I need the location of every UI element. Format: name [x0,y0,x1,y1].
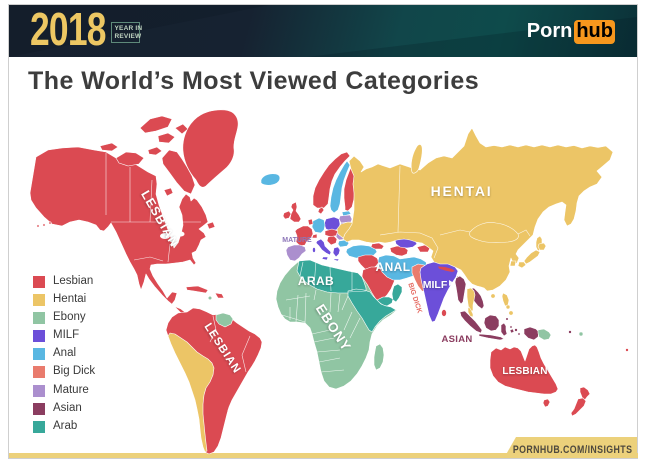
svg-text:ANAL: ANAL [376,260,411,274]
svg-text:ASIAN: ASIAN [441,334,472,345]
svg-text:LESBIAN: LESBIAN [502,366,547,377]
svg-text:MATURE: MATURE [282,237,312,244]
svg-text:ARAB: ARAB [298,274,334,288]
svg-text:HENTAI: HENTAI [431,183,493,199]
svg-text:MILF: MILF [423,279,448,291]
